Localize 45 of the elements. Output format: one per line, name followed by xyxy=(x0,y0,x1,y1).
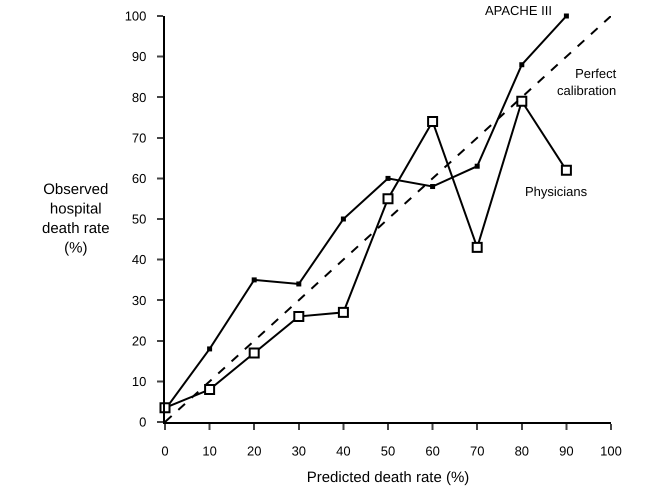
x-tick-label: 50 xyxy=(380,444,396,459)
x-tick-label: 100 xyxy=(600,444,622,459)
y-tick-label: 10 xyxy=(132,374,146,389)
point xyxy=(564,14,569,18)
point xyxy=(560,164,572,176)
x-tick-label: 40 xyxy=(336,444,351,459)
point xyxy=(472,242,483,253)
y-tick-label: 20 xyxy=(132,333,146,348)
x-tick-label: 80 xyxy=(514,444,530,459)
x-tick-label: 30 xyxy=(292,444,306,459)
point xyxy=(248,347,260,358)
x-axis-title: Predicted death rate (%) xyxy=(306,469,470,486)
point xyxy=(519,62,524,68)
x-tick-label: 60 xyxy=(425,444,440,459)
y-tick-label: 100 xyxy=(124,8,146,24)
x-tick-label: 10 xyxy=(202,444,217,459)
series-label: Physicians xyxy=(525,184,588,199)
point xyxy=(293,310,304,322)
point xyxy=(430,184,436,190)
point xyxy=(207,346,212,352)
point xyxy=(427,116,438,128)
point xyxy=(338,306,349,318)
series-label: Perfect calibration xyxy=(557,66,617,98)
y-tick-label: 50 xyxy=(132,212,146,227)
y-tick-label: 30 xyxy=(132,292,146,308)
y-tick-label: 60 xyxy=(132,170,146,186)
y-tick-label: 90 xyxy=(132,49,146,64)
x-tick-label: 70 xyxy=(470,444,484,459)
x-tick-label: 0 xyxy=(161,444,169,459)
point xyxy=(296,281,302,286)
point xyxy=(386,176,390,181)
x-tick-label: 20 xyxy=(246,444,262,459)
series-label: APACHE III xyxy=(485,3,552,18)
point xyxy=(204,384,216,396)
point xyxy=(252,277,257,282)
point xyxy=(382,193,394,204)
y-tick-label: 40 xyxy=(132,252,146,268)
y-axis-title: Observed hospital death rate (%) xyxy=(42,181,110,256)
point xyxy=(474,164,480,169)
point xyxy=(516,96,528,107)
point xyxy=(340,216,346,222)
y-tick-label: 0 xyxy=(139,414,146,430)
y-tick-label: 80 xyxy=(132,90,146,105)
y-tick-label: 70 xyxy=(132,130,146,146)
x-tick-label: 90 xyxy=(559,444,574,459)
